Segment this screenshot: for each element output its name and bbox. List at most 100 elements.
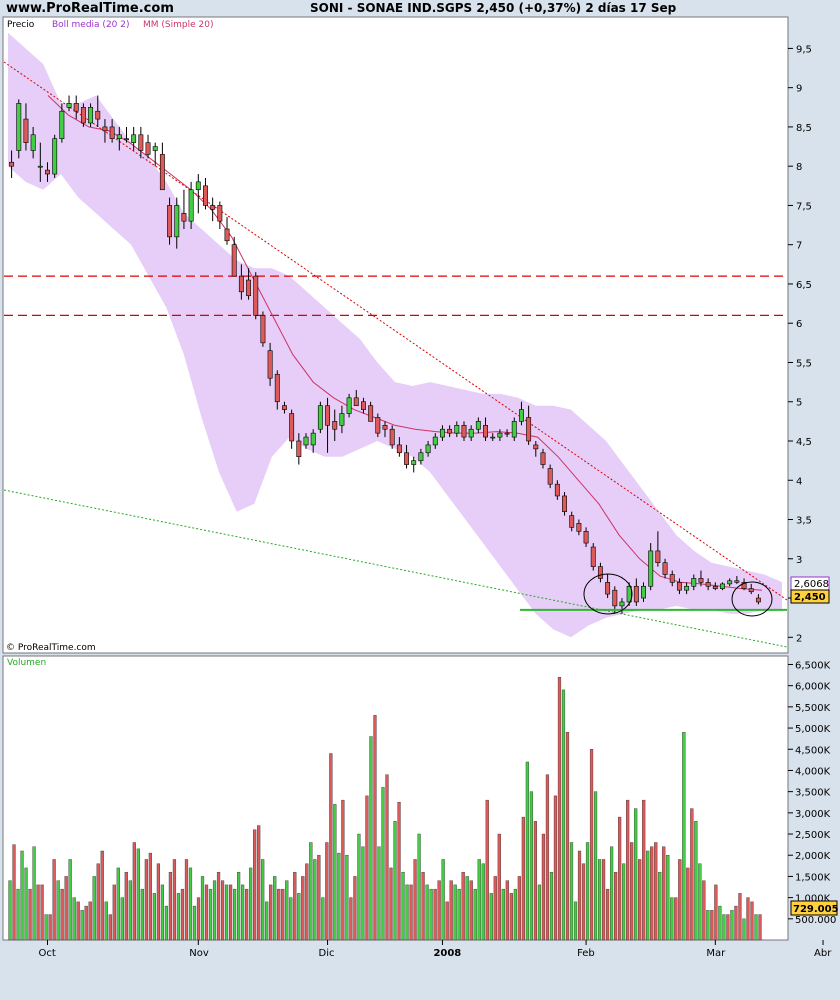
candle-body-25 bbox=[188, 189, 194, 222]
candle-body-50 bbox=[368, 405, 374, 422]
volume-bar-123 bbox=[501, 888, 505, 941]
candle-body-6 bbox=[52, 138, 58, 175]
volume-bar-78 bbox=[321, 897, 325, 941]
volume-tick-label-3: 2,000K bbox=[795, 851, 831, 862]
volume-bar-3 bbox=[20, 850, 24, 941]
candle-body-93 bbox=[676, 582, 682, 591]
volume-tick-label-1: 1,000K bbox=[795, 894, 831, 905]
volume-bar-93 bbox=[381, 787, 385, 941]
candle-body-29 bbox=[217, 205, 223, 222]
volume-bar-42 bbox=[176, 893, 181, 941]
candle-body-77 bbox=[562, 495, 567, 512]
candle-body-28 bbox=[210, 205, 216, 210]
volume-bar-36 bbox=[152, 893, 156, 941]
price-tick-label-14: 9 bbox=[796, 84, 802, 95]
volume-bar-65 bbox=[269, 884, 273, 941]
candle-body-80 bbox=[583, 530, 589, 544]
volume-tick-label-4: 2,500K bbox=[795, 830, 831, 841]
volume-bar-150 bbox=[609, 846, 614, 941]
candle-body-85 bbox=[619, 601, 625, 607]
volume-bar-148 bbox=[601, 859, 606, 941]
volume-bar-30 bbox=[128, 880, 132, 941]
volume-bar-178 bbox=[722, 914, 726, 941]
candle-body-66 bbox=[483, 424, 488, 438]
volume-bar-35 bbox=[148, 852, 152, 941]
volume-bar-45 bbox=[188, 867, 193, 941]
candle-body-104 bbox=[755, 597, 761, 603]
chart-title: SONI - SONAE IND.SGPS 2,450 (+0,37%) 2 d… bbox=[310, 1, 677, 15]
candle-body-100 bbox=[727, 580, 733, 585]
x-tick-label-5: Mar bbox=[706, 948, 726, 959]
candle-body-31 bbox=[231, 244, 237, 277]
volume-bar-130 bbox=[529, 791, 533, 941]
volume-bar-77 bbox=[317, 855, 321, 941]
moving-average-line bbox=[47, 95, 763, 591]
volume-bar-101 bbox=[413, 859, 417, 941]
long-trendline bbox=[3, 489, 788, 648]
volume-bar-10 bbox=[48, 914, 52, 941]
candle-body-63 bbox=[461, 424, 467, 438]
candle-body-72 bbox=[526, 417, 532, 442]
volume-bar-34 bbox=[144, 859, 148, 941]
volume-bar-47 bbox=[196, 897, 201, 941]
volume-bar-107 bbox=[437, 880, 441, 941]
volume-bar-173 bbox=[702, 880, 706, 941]
volume-bar-114 bbox=[465, 876, 469, 941]
candle-body-15 bbox=[116, 134, 122, 140]
candle-body-24 bbox=[181, 212, 187, 222]
volume-bar-8 bbox=[40, 884, 44, 941]
volume-bar-18 bbox=[80, 910, 84, 941]
volume-bar-126 bbox=[513, 888, 517, 941]
legend-precio: Precio bbox=[7, 20, 35, 30]
volume-bar-71 bbox=[293, 871, 297, 941]
volume-bar-177 bbox=[718, 905, 722, 941]
candle-body-57 bbox=[418, 452, 424, 461]
volume-bar-139 bbox=[565, 732, 570, 941]
candle-body-65 bbox=[475, 421, 481, 430]
volume-bar-54 bbox=[224, 884, 229, 941]
volume-bar-125 bbox=[509, 893, 513, 941]
candle-body-58 bbox=[425, 444, 431, 454]
volume-bar-154 bbox=[626, 799, 630, 941]
candle-body-5 bbox=[45, 169, 50, 175]
volume-bar-106 bbox=[433, 888, 437, 941]
volume-bar-68 bbox=[281, 888, 285, 941]
volume-bar-23 bbox=[100, 850, 104, 941]
volume-tick-label-10: 5,500K bbox=[795, 703, 831, 714]
volume-bar-144 bbox=[585, 842, 590, 941]
candle-body-34 bbox=[253, 275, 259, 316]
volume-bar-171 bbox=[694, 821, 698, 941]
volume-bar-175 bbox=[710, 910, 714, 941]
volume-bar-180 bbox=[730, 910, 734, 941]
volume-bar-79 bbox=[325, 842, 329, 941]
volume-bar-166 bbox=[674, 897, 678, 941]
candle-body-61 bbox=[447, 428, 453, 434]
volume-bar-60 bbox=[249, 867, 253, 941]
candle-body-102 bbox=[741, 582, 747, 589]
volume-bar-62 bbox=[257, 825, 261, 941]
candle-body-49 bbox=[361, 401, 366, 410]
candle-body-83 bbox=[605, 582, 611, 595]
volume-bar-83 bbox=[341, 799, 345, 941]
candle-body-69 bbox=[504, 432, 510, 435]
volume-bar-152 bbox=[618, 816, 622, 941]
volume-bar-70 bbox=[289, 897, 293, 941]
volume-bar-73 bbox=[301, 876, 305, 941]
legend-bollinger: Boll media (20 2) bbox=[52, 20, 130, 30]
candle-body-10 bbox=[80, 106, 86, 124]
volume-bar-72 bbox=[297, 893, 301, 941]
candle-body-62 bbox=[454, 424, 460, 434]
volume-bar-85 bbox=[349, 897, 353, 941]
volume-bar-142 bbox=[577, 850, 582, 941]
volume-bar-89 bbox=[365, 795, 369, 941]
candle-body-18 bbox=[138, 134, 144, 151]
candle-body-64 bbox=[468, 428, 474, 438]
volume-bar-22 bbox=[96, 863, 100, 941]
candle-body-38 bbox=[282, 405, 287, 410]
volume-bar-66 bbox=[273, 876, 277, 941]
volume-bar-115 bbox=[469, 880, 473, 941]
volume-bar-133 bbox=[541, 833, 546, 941]
candle-body-36 bbox=[267, 350, 273, 379]
volume-bar-140 bbox=[569, 842, 574, 941]
